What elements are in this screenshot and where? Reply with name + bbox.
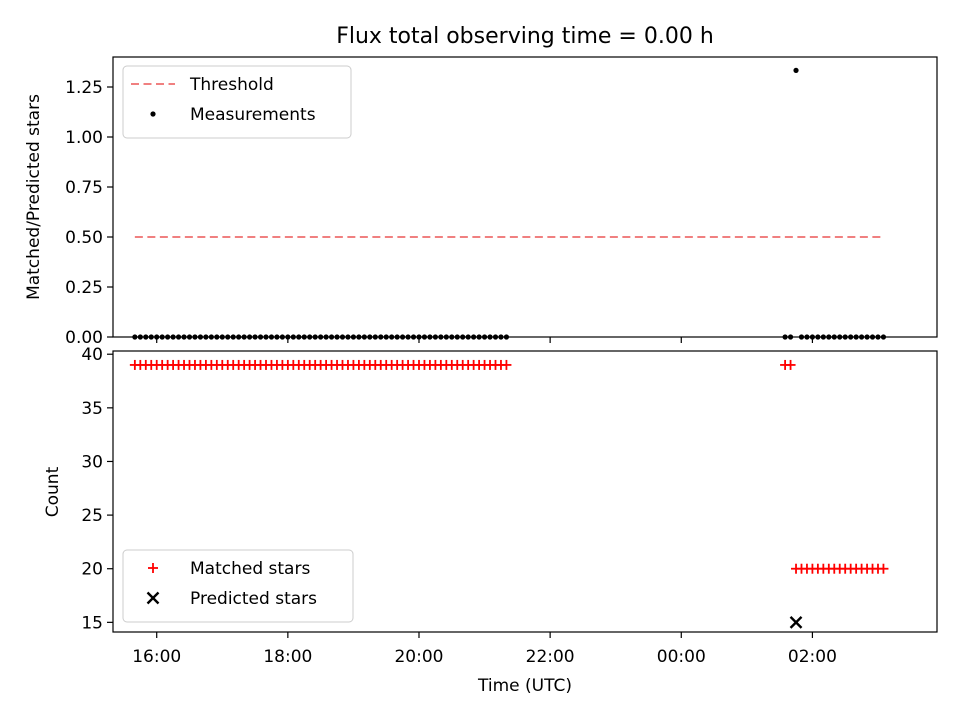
x-tick-label: 16:00: [132, 647, 181, 667]
legend-swatch: [148, 563, 158, 573]
y-tick-label: 0.75: [65, 178, 103, 198]
x-tick-label: 02:00: [788, 647, 837, 667]
y-tick-label: 15: [81, 613, 103, 633]
legend-box: [122, 65, 352, 139]
x-tick-label: 18:00: [263, 647, 312, 667]
legend-entry-label: Measurements: [190, 105, 316, 125]
y-tick-label: 1.00: [65, 128, 103, 148]
legend-entry-label: Threshold: [189, 75, 274, 95]
data-point: [785, 359, 796, 370]
top-axes-frame: [112, 56, 938, 338]
top-y-axis-label: Matched/Predicted stars: [24, 94, 44, 300]
y-tick-label: 30: [81, 452, 103, 472]
y-tick-label: 0.25: [65, 278, 103, 298]
bottom-y-axis-label: Count: [43, 466, 63, 517]
x-tick-label: 22:00: [526, 647, 575, 667]
legend-swatch: [146, 591, 160, 605]
y-tick-label: 35: [81, 399, 103, 419]
top-plot-area: [132, 67, 887, 340]
legend-box: [122, 549, 354, 623]
y-tick-label: 0.50: [65, 228, 103, 248]
x-axis-label: Time (UTC): [477, 676, 572, 696]
x-tick-label: 00:00: [657, 647, 706, 667]
bottom-panel: 15 20 25 30 35 40 16:00 18:00 20:00 22:00 00:00 02…: [43, 345, 938, 696]
y-tick-label: 0.00: [65, 328, 103, 348]
x-tick-label: 20:00: [394, 647, 443, 667]
bottom-y-ticks: 15 20 25 30 35 40: [81, 345, 113, 633]
data-point: [789, 615, 803, 629]
legend-entry-label: Matched stars: [190, 559, 310, 579]
y-tick-label: 20: [81, 560, 103, 580]
data-point: [501, 359, 512, 370]
top-x-ticks: [156, 337, 814, 343]
data-point: [793, 67, 799, 73]
legend-entry-label: Predicted stars: [190, 589, 317, 609]
top-panel: 0.00 0.25 0.50 0.75 1.00 1.25 Matched/Predict…: [24, 56, 938, 348]
data-point: [878, 563, 889, 574]
y-tick-label: 25: [81, 506, 103, 526]
chart-title: Flux total observing time = 0.00 h: [336, 24, 714, 49]
y-tick-label: 40: [81, 345, 103, 365]
bottom-axes-frame: [112, 350, 938, 633]
bottom-legend: Matched stars Predicted stars: [122, 549, 354, 623]
top-legend: Threshold Measurements: [122, 65, 352, 139]
legend-swatch: [150, 111, 156, 117]
top-y-ticks: 0.00 0.25 0.50 0.75 1.00 1.25: [65, 78, 113, 348]
y-tick-label: 1.25: [65, 78, 103, 98]
bottom-plot-area: [129, 359, 889, 629]
bottom-x-ticks: 16:00 18:00 20:00 22:00 00:00 02:00: [132, 632, 837, 667]
